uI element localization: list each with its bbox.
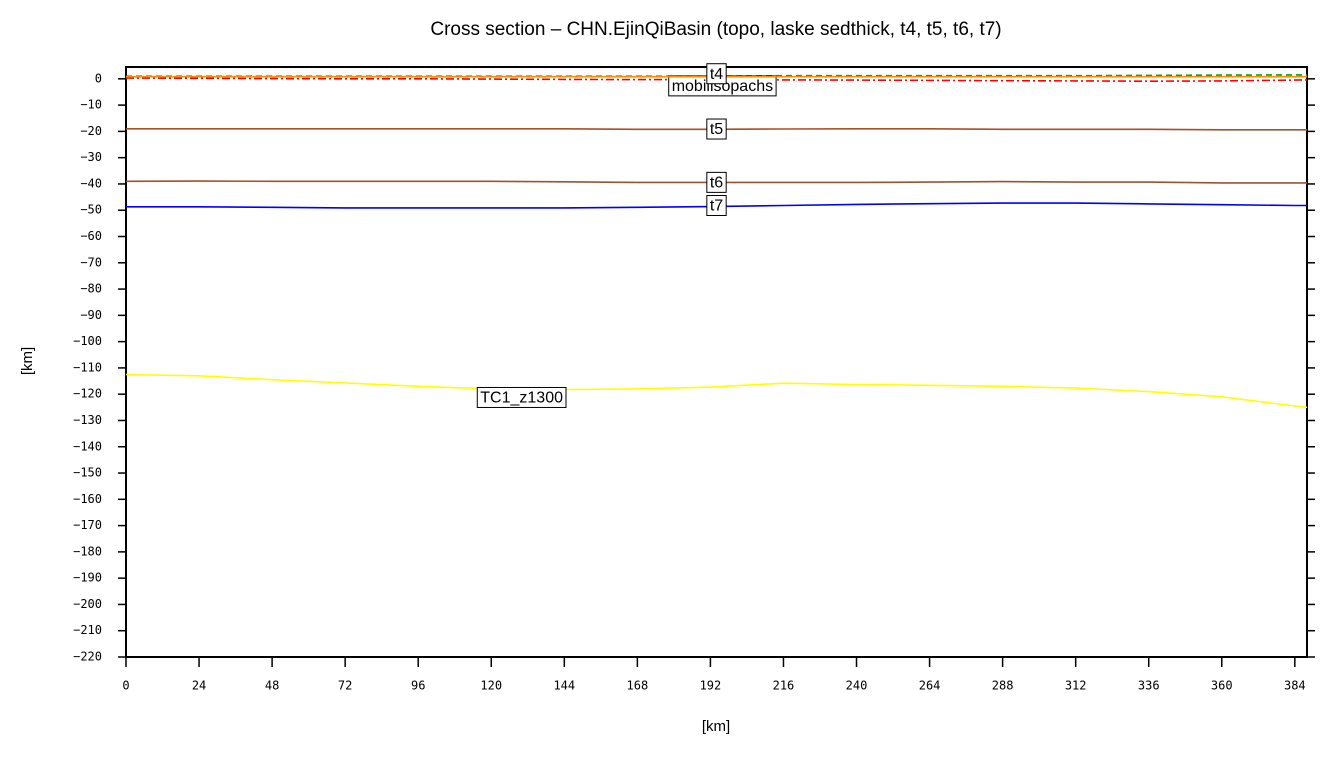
line-label-box bbox=[476, 386, 567, 408]
line-label: t7 bbox=[710, 198, 723, 215]
y-tick-label: −20 bbox=[80, 124, 102, 138]
x-tick-label: 264 bbox=[919, 679, 941, 693]
series-line bbox=[125, 180, 1307, 184]
y-tick-label: −180 bbox=[73, 544, 102, 558]
y-tick-label: −60 bbox=[80, 229, 102, 243]
y-tick-label: −190 bbox=[73, 571, 102, 585]
x-tick-label: 288 bbox=[992, 679, 1014, 693]
line-label: mobilisopachs bbox=[672, 78, 773, 95]
series-line bbox=[125, 373, 1308, 409]
line-label: t5 bbox=[710, 121, 723, 138]
x-tick-label: 144 bbox=[553, 679, 575, 693]
y-tick-label: −10 bbox=[80, 98, 102, 112]
x-tick-label: 120 bbox=[480, 679, 502, 693]
x-tick-label: 192 bbox=[700, 679, 722, 693]
line-label-box bbox=[706, 171, 727, 193]
x-tick-label: 24 bbox=[192, 679, 206, 693]
line-label: t6 bbox=[710, 175, 723, 192]
y-tick-label: −140 bbox=[73, 439, 102, 453]
y-tick-label: −110 bbox=[73, 360, 102, 374]
y-tick-label: −80 bbox=[80, 282, 102, 296]
y-tick-label: −30 bbox=[80, 150, 102, 164]
y-tick-label: −160 bbox=[73, 492, 102, 506]
y-tick-label: −170 bbox=[73, 518, 102, 532]
x-tick-label: 48 bbox=[265, 679, 279, 693]
y-tick-label: −90 bbox=[80, 308, 102, 322]
line-label-box bbox=[706, 118, 727, 140]
y-axis-label: [km] bbox=[19, 347, 36, 375]
line-label: t4 bbox=[710, 66, 723, 83]
x-tick-label: 72 bbox=[338, 679, 352, 693]
x-tick-label: 0 bbox=[122, 679, 129, 693]
y-tick-label: −120 bbox=[73, 387, 102, 401]
y-tick-label: −200 bbox=[73, 597, 102, 611]
y-tick-label: −130 bbox=[73, 413, 102, 427]
line-label: TC1_z1300 bbox=[480, 390, 563, 407]
y-tick-label: −40 bbox=[80, 176, 102, 190]
line-label-box bbox=[706, 194, 727, 216]
series-line bbox=[126, 202, 1307, 209]
y-tick-label: −210 bbox=[73, 623, 102, 637]
chart-title: Cross section – CHN.EjinQiBasin (topo, l… bbox=[430, 19, 1001, 40]
y-tick-label: −100 bbox=[73, 334, 102, 348]
x-tick-label: 336 bbox=[1138, 679, 1160, 693]
series-line bbox=[126, 128, 1307, 131]
y-tick-label: −150 bbox=[73, 466, 102, 480]
y-tick-label: 0 bbox=[95, 71, 102, 85]
x-axis-label: [km] bbox=[702, 718, 730, 735]
y-tick-label: −220 bbox=[73, 650, 102, 664]
plot-frame bbox=[125, 66, 1308, 658]
x-tick-label: 96 bbox=[411, 679, 425, 693]
x-tick-label: 384 bbox=[1284, 679, 1306, 693]
line-label-box bbox=[706, 63, 727, 85]
x-tick-label: 216 bbox=[773, 679, 795, 693]
y-tick-label: −70 bbox=[80, 255, 102, 269]
x-tick-label: 360 bbox=[1211, 679, 1233, 693]
x-tick-label: 240 bbox=[846, 679, 868, 693]
y-tick-label: −50 bbox=[80, 203, 102, 217]
x-tick-label: 312 bbox=[1065, 679, 1087, 693]
x-tick-label: 168 bbox=[627, 679, 649, 693]
